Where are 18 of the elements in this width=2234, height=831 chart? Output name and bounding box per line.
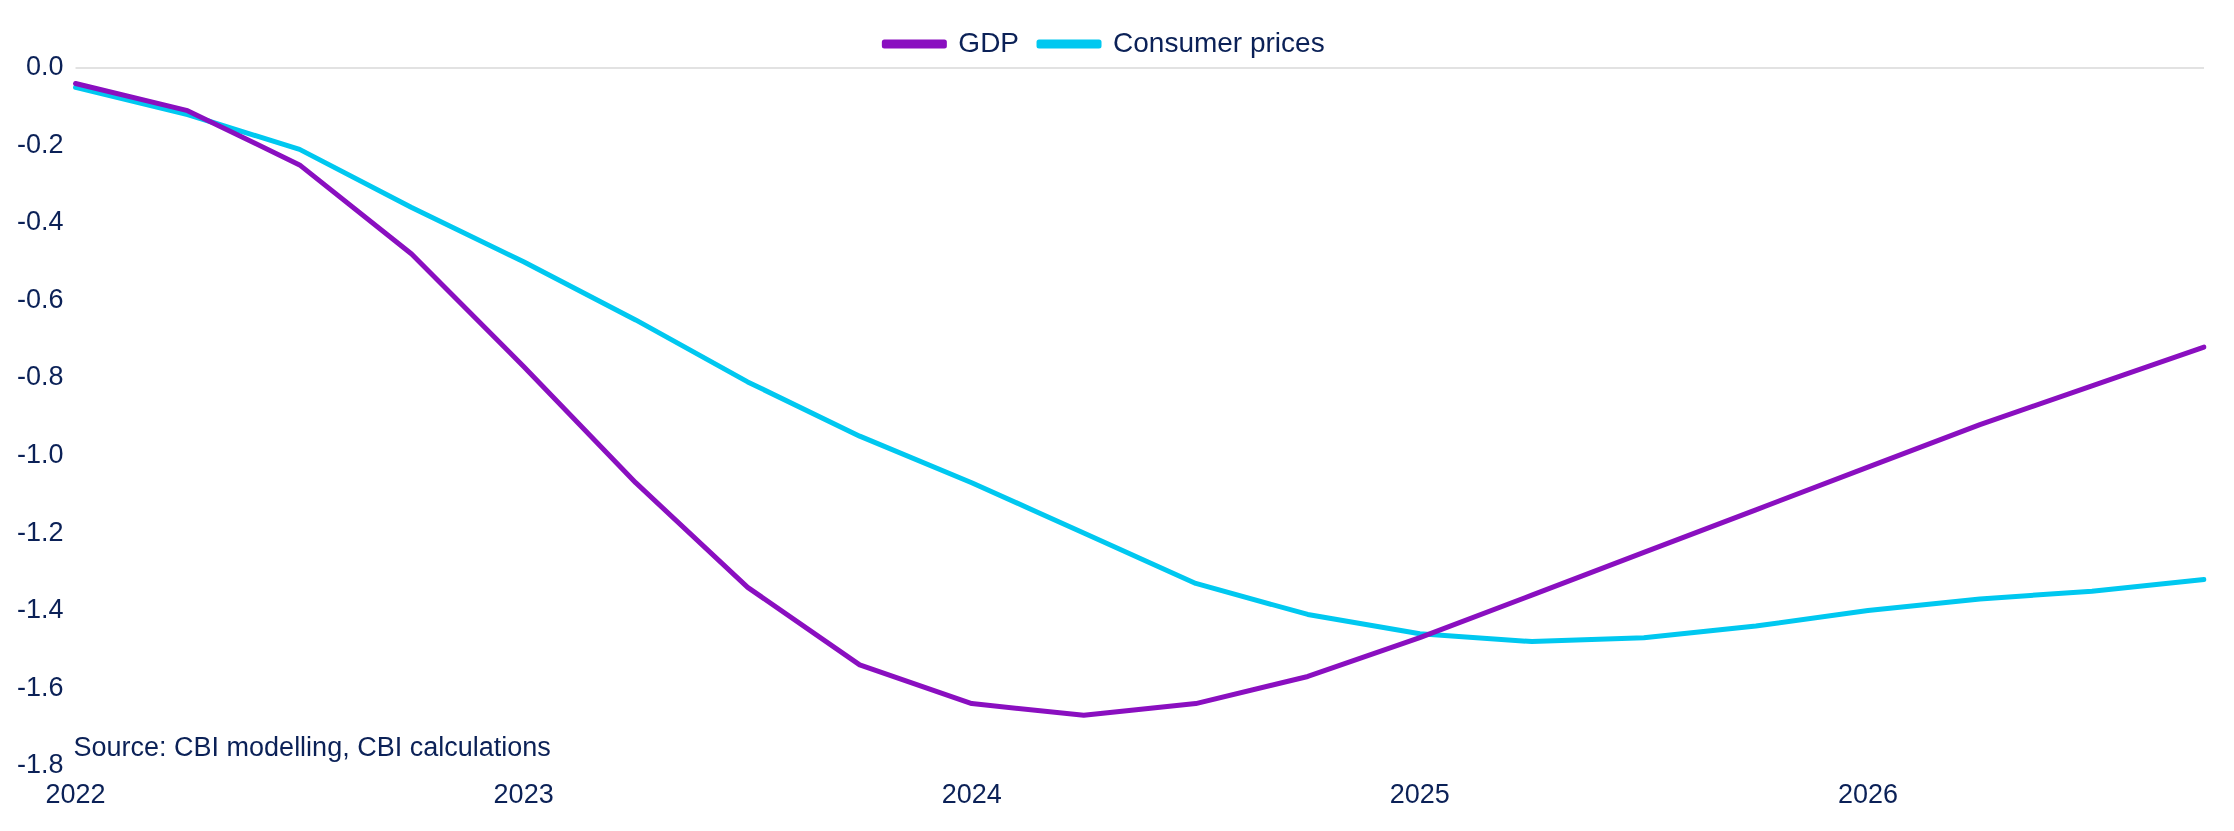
x-tick-label: 2023 <box>493 779 554 810</box>
annotation: Source: CBI modelling, CBI calculations <box>73 731 551 762</box>
x-tick-label: 2024 <box>941 779 1002 810</box>
y-tick-label: -1.2 <box>16 516 64 547</box>
y-tick-label: -1.0 <box>16 439 64 470</box>
y-tick-label: -1.6 <box>16 671 64 702</box>
y-tick-label: -1.8 <box>16 749 64 780</box>
y-tick-label: -0.2 <box>16 128 64 159</box>
x-tick-label: 2022 <box>45 779 106 810</box>
y-tick-label: -0.8 <box>16 361 64 392</box>
x-tick-label: 2025 <box>1389 779 1450 810</box>
legend-label: GDP <box>958 26 1020 58</box>
y-tick-label: -0.6 <box>16 283 64 314</box>
x-tick-label: 2026 <box>1837 779 1898 810</box>
y-tick-label: 0.0 <box>25 51 64 82</box>
y-tick-label: -0.4 <box>16 206 64 237</box>
legend-label: Consumer prices <box>1113 26 1325 58</box>
y-tick-label: -1.4 <box>16 594 64 625</box>
